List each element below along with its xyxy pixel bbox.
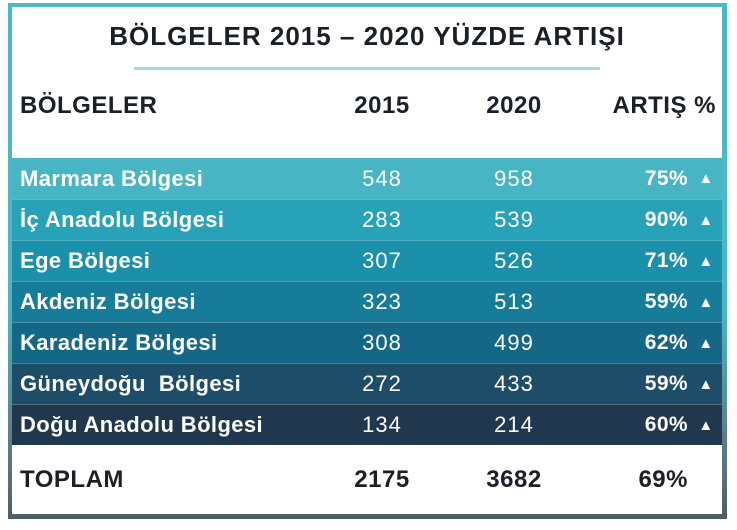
region-name: İç Anadolu Bölgesi [20,207,225,232]
value-2020: 433 [494,371,534,396]
value-2020: 958 [494,165,534,191]
region-name: Doğu Anadolu Bölgesi [20,412,264,437]
total-pct: 69% [638,465,688,493]
table-card: BÖLGELER 2015 – 2020 YÜZDE ARTIŞI BÖLGEL… [12,7,722,514]
page-title: BÖLGELER 2015 – 2020 YÜZDE ARTIŞI [109,21,625,51]
region-name: Güneydoğu Bölgesi [20,371,242,396]
table-header-row: BÖLGELER 2015 2020 ARTIŞ % [12,92,722,120]
up-triangle-icon: ▲ [698,170,714,187]
value-2020: 499 [494,330,534,355]
increase-pct: 90% [644,208,688,231]
region-name: Akdeniz Bölgesi [20,289,196,314]
increase-pct: 59% [644,290,688,313]
up-triangle-icon: ▲ [698,375,714,393]
table-row: Güneydoğu Bölgesi 272 433 59% ▲ [12,363,722,404]
column-header-bolgeler: BÖLGELER [20,92,158,119]
increase-pct: 75% [644,166,688,190]
value-2015: 323 [362,289,402,314]
table-frame: BÖLGELER 2015 – 2020 YÜZDE ARTIŞI BÖLGEL… [8,3,727,519]
value-2020: 214 [494,412,534,437]
total-row: TOPLAM 2175 3682 69% [12,445,722,514]
value-2015: 134 [362,412,402,437]
region-name: Karadeniz Bölgesi [20,330,218,355]
column-header-artis: ARTIŞ % [612,92,716,119]
region-name: Ege Bölgesi [20,248,151,273]
total-2020: 3682 [486,465,542,493]
value-2015: 308 [362,330,402,355]
value-2015: 283 [362,207,402,232]
up-triangle-icon: ▲ [698,252,714,270]
up-triangle-icon: ▲ [698,211,714,229]
up-triangle-icon: ▲ [698,334,714,352]
region-name: Marmara Bölgesi [20,165,204,191]
increase-pct: 62% [644,331,688,354]
increase-pct: 59% [644,372,688,395]
value-2020: 539 [494,207,534,232]
value-2015: 272 [362,371,402,396]
value-2015: 548 [362,165,402,191]
value-2020: 513 [494,289,534,314]
table-row: Marmara Bölgesi 548 958 75% ▲ [12,158,722,199]
up-triangle-icon: ▲ [698,416,714,434]
table-row: Akdeniz Bölgesi 323 513 59% ▲ [12,281,722,322]
value-2015: 307 [362,248,402,273]
increase-pct: 71% [644,249,688,272]
total-2015: 2175 [354,465,410,493]
value-2020: 526 [494,248,534,273]
table-row: Ege Bölgesi 307 526 71% ▲ [12,240,722,281]
table-row: İç Anadolu Bölgesi 283 539 90% ▲ [12,199,722,240]
data-rows: Marmara Bölgesi 548 958 75% ▲ İç Anadolu… [12,158,722,445]
table-row: Karadeniz Bölgesi 308 499 62% ▲ [12,322,722,363]
column-header-2020: 2020 [486,92,542,119]
table-row: Doğu Anadolu Bölgesi 134 214 60% ▲ [12,404,722,445]
increase-pct: 60% [644,413,688,436]
total-label: TOPLAM [20,465,124,493]
up-triangle-icon: ▲ [698,293,714,311]
title-underline [134,67,600,70]
column-header-2015: 2015 [354,92,410,119]
